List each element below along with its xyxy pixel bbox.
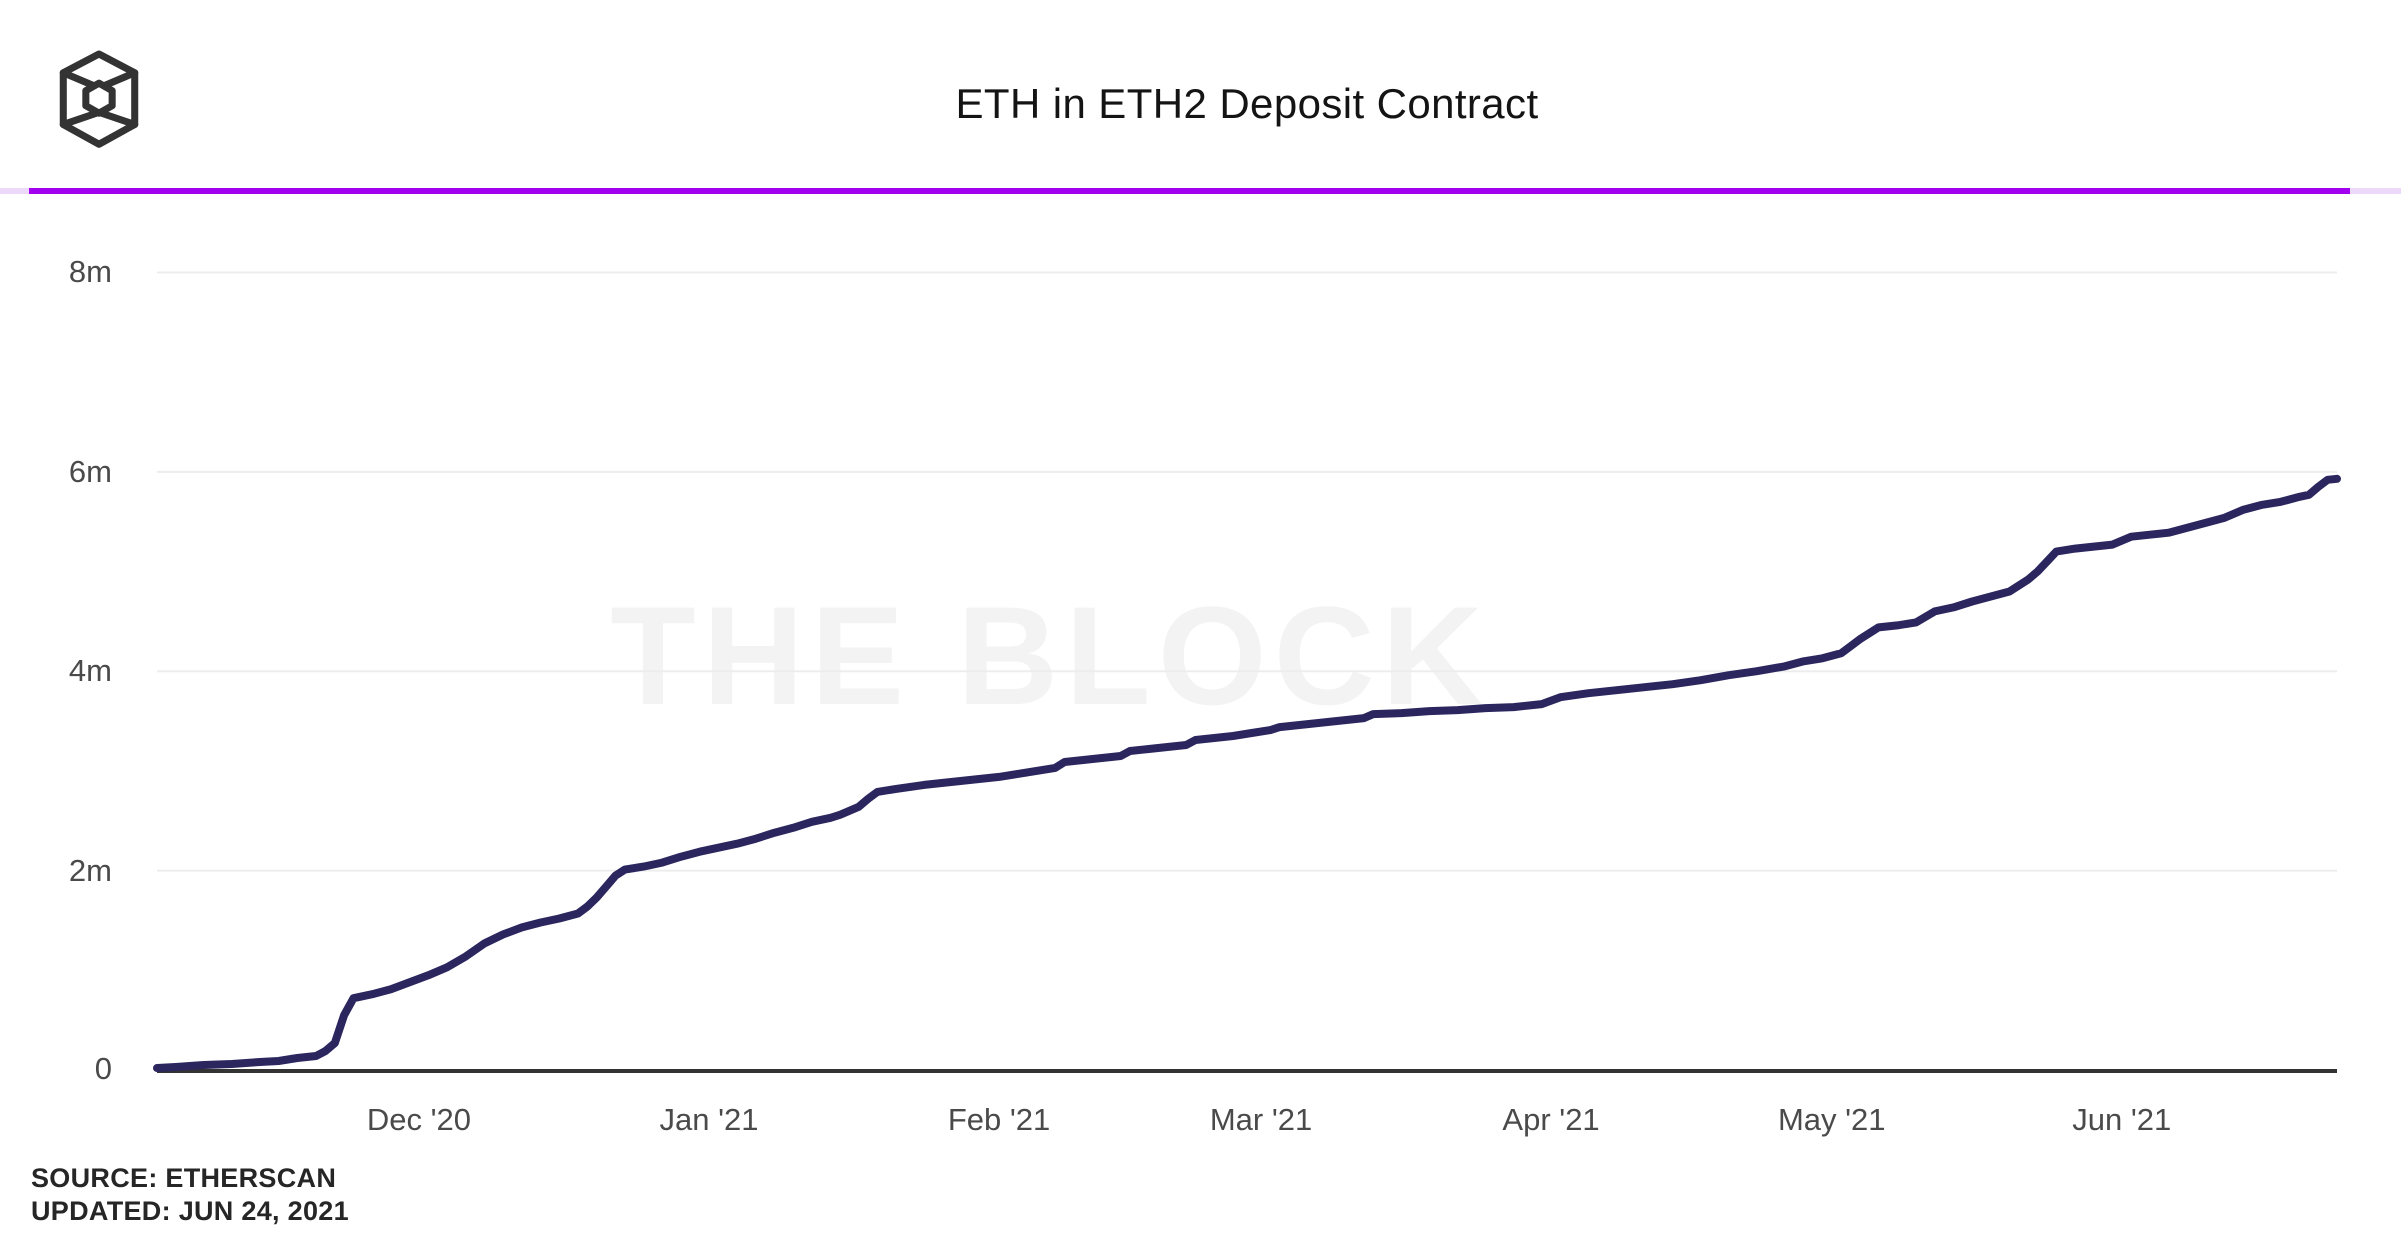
y-axis-tick-label: 0 [94, 1051, 112, 1086]
x-axis-tick-label: Dec '20 [366, 1102, 472, 1137]
logo-inner-block [82, 79, 116, 117]
y-axis-tick-label: 8m [68, 254, 112, 290]
the-block-logo [59, 50, 139, 148]
chart-title: ETH in ETH2 Deposit Contract [955, 80, 1539, 127]
updated-line: UPDATED: JUN 24, 2021 [31, 1196, 349, 1226]
y-axis-tick-label: 2m [68, 852, 112, 888]
watermark: THE BLOCK [610, 577, 1490, 734]
logo-outer-cube [59, 50, 139, 148]
accent-rule [29, 188, 2350, 194]
x-axis-tick-label: Apr '21 [1502, 1102, 1600, 1137]
x-axis-tick-label: Jun '21 [2072, 1102, 2172, 1137]
x-axis-tick-label: Feb '21 [947, 1102, 1051, 1137]
series-line-eth-deposits [153, 474, 2341, 1072]
source-attribution: SOURCE: ETHERSCAN UPDATED: JUN 24, 2021 [31, 1162, 349, 1228]
y-axis-tick-label: 4m [68, 653, 112, 689]
source-line: SOURCE: ETHERSCAN [31, 1163, 337, 1193]
x-axis-tick-label: Mar '21 [1209, 1102, 1313, 1137]
x-axis-tick-label: May '21 [1777, 1102, 1886, 1137]
y-axis-tick-label: 6m [68, 453, 112, 489]
x-axis-tick-label: Jan '21 [659, 1102, 759, 1137]
